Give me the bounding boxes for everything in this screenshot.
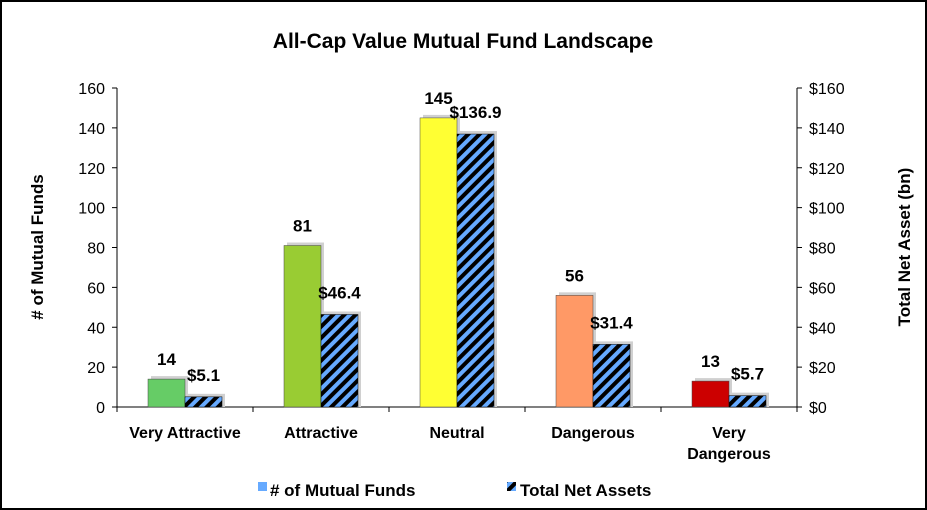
data-label-assets: $136.9 [450, 103, 502, 122]
right-tick-label: $120 [809, 161, 845, 178]
legend-swatch-funds [258, 482, 267, 491]
category-label: Neutral [429, 425, 484, 442]
left-tick-label: 80 [87, 241, 105, 258]
bar-total-net-assets [592, 344, 631, 408]
data-label-funds: 14 [157, 350, 176, 369]
right-tick-label: $100 [809, 201, 845, 218]
data-label-assets: $5.7 [731, 365, 764, 384]
bar-total-net-assets [184, 396, 223, 408]
left-axis-ticks: 0 20 40 60 80 100 120 140 160 [78, 81, 798, 417]
data-label-assets: $5.1 [187, 366, 220, 385]
right-tick-label: $140 [809, 121, 845, 138]
left-tick-label: 40 [87, 320, 105, 337]
legend: # of Mutual Funds Total Net Assets [258, 481, 651, 500]
category-labels: Very Attractive Attractive Neutral Dangerou… [129, 425, 771, 463]
data-label-funds: 81 [293, 217, 312, 236]
left-tick-label: 160 [78, 81, 105, 98]
chart-title: All-Cap Value Mutual Fund Landscape [273, 30, 653, 53]
bar-total-net-assets [728, 395, 767, 408]
legend-swatch-assets [507, 482, 516, 491]
left-tick-label: 60 [87, 280, 105, 297]
data-labels-group: 14 $5.1 81 $46.4 145$136.9 56 $31.4 13 $5.7 [157, 89, 764, 385]
bar-mutual-funds [555, 295, 594, 408]
category-label: Dangerous [551, 425, 635, 442]
left-tick-label: 100 [78, 201, 105, 218]
right-tick-label: $80 [809, 241, 836, 258]
category-label: Very Attractive [129, 425, 241, 442]
left-tick-label: 20 [87, 360, 105, 377]
bars-group [147, 114, 769, 408]
right-tick-label: $40 [809, 320, 836, 337]
left-tick-label: 120 [78, 161, 105, 178]
data-label-funds: 145 [424, 89, 452, 108]
right-tick-label: $0 [809, 400, 827, 417]
category-label: Very Dangerous [687, 425, 771, 463]
right-axis-ticks: $0 $20 $40 $60 $80 $100 $120 $140 $160 [797, 81, 845, 417]
data-label-funds: 13 [701, 352, 720, 371]
left-tick-label: 0 [96, 400, 105, 417]
bar-mutual-funds [283, 245, 322, 408]
bar-mutual-funds [419, 117, 458, 408]
bar-total-net-assets [456, 133, 495, 408]
right-tick-label: $160 [809, 81, 845, 98]
right-axis-title: Total Net Asset (bn) [895, 168, 914, 327]
bar-mutual-funds [147, 378, 186, 408]
category-label: Attractive [284, 425, 358, 442]
bar-total-net-assets [320, 314, 359, 408]
right-tick-label: $20 [809, 360, 836, 377]
left-tick-label: 140 [78, 121, 105, 138]
left-axis-title: # of Mutual Funds [28, 174, 47, 319]
data-label-assets: $31.4 [590, 313, 633, 332]
data-label-assets: $46.4 [318, 283, 361, 302]
right-tick-label: $60 [809, 280, 836, 297]
legend-label-funds: # of Mutual Funds [270, 481, 415, 500]
legend-label-assets: Total Net Assets [520, 481, 651, 500]
data-label-funds: 56 [565, 266, 584, 285]
bar-mutual-funds [691, 380, 730, 408]
